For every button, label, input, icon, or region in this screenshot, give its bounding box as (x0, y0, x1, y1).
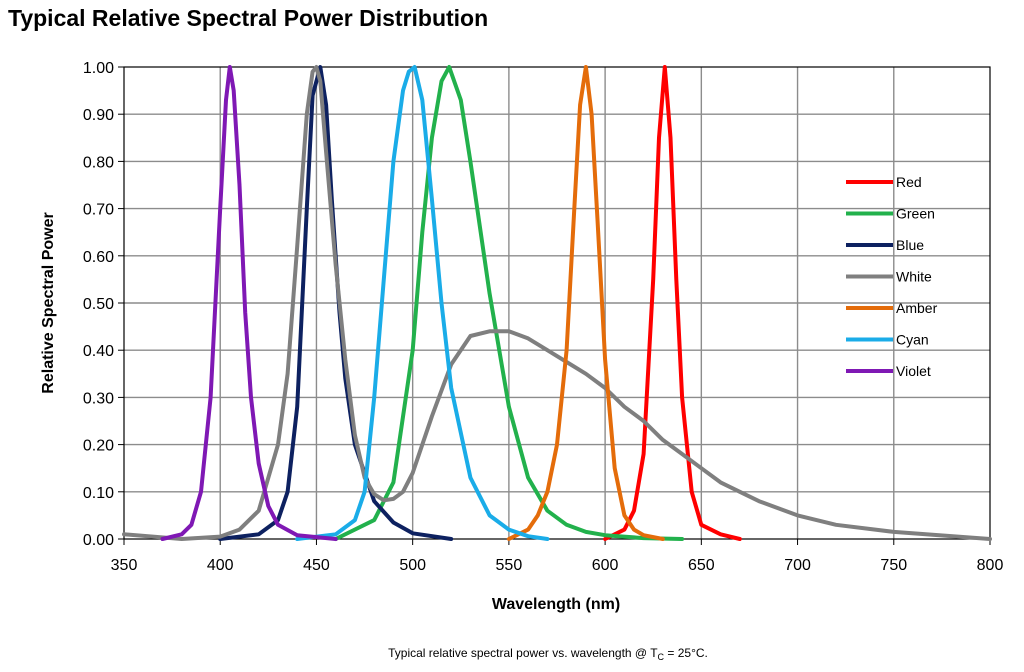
series-green-line (333, 65, 685, 541)
chart-title: Typical Relative Spectral Power Distribu… (8, 5, 488, 31)
y-tick-label: 0.80 (83, 154, 114, 171)
legend: Red Green Blue White Amber Cyan Violet (846, 174, 938, 379)
legend-label-green: Green (896, 206, 935, 222)
y-tick-label: 0.70 (83, 202, 114, 219)
y-tick-label: 0.40 (83, 343, 114, 360)
x-axis-ticks: 350 400 450 500 550 600 650 700 750 800 (111, 539, 1004, 574)
x-tick-label: 500 (399, 557, 426, 574)
y-tick-label: 1.00 (83, 60, 114, 77)
caption: Typical relative spectral power vs. wave… (388, 646, 708, 662)
legend-label-violet: Violet (896, 363, 931, 379)
series-blue-line (218, 65, 454, 541)
y-tick-label: 0.50 (83, 296, 114, 313)
caption-subscript: C (658, 652, 665, 662)
series-white-line (122, 65, 992, 541)
series-red-line (603, 65, 742, 541)
series-amber-line (506, 65, 665, 541)
y-tick-label: 0.90 (83, 107, 114, 124)
y-tick-label: 0.30 (83, 390, 114, 407)
x-tick-label: 450 (303, 557, 330, 574)
y-tick-label: 0.00 (83, 532, 114, 549)
legend-label-cyan: Cyan (896, 332, 929, 348)
x-tick-label: 800 (977, 557, 1004, 574)
y-tick-label: 0.10 (83, 485, 114, 502)
series-lines (122, 65, 992, 541)
x-tick-label: 400 (207, 557, 234, 574)
legend-label-white: White (896, 269, 932, 285)
x-axis-label: Wavelength (nm) (492, 596, 620, 613)
x-tick-label: 350 (111, 557, 138, 574)
x-tick-label: 600 (592, 557, 619, 574)
x-tick-label: 700 (784, 557, 811, 574)
legend-label-red: Red (896, 174, 922, 190)
caption-prefix: Typical relative spectral power vs. wave… (388, 646, 658, 660)
series-violet-line (160, 65, 338, 541)
y-tick-label: 0.20 (83, 438, 114, 455)
x-tick-label: 750 (880, 557, 907, 574)
y-axis-label: Relative Spectral Power (40, 212, 57, 393)
legend-label-amber: Amber (896, 300, 938, 316)
x-tick-label: 650 (688, 557, 715, 574)
y-tick-label: 0.60 (83, 249, 114, 266)
caption-suffix: = 25°C. (664, 646, 708, 660)
grid (124, 67, 990, 539)
series-cyan-line (295, 65, 550, 541)
legend-label-blue: Blue (896, 237, 924, 253)
x-tick-label: 550 (496, 557, 523, 574)
y-axis-ticks: 0.00 0.10 0.20 0.30 0.40 0.50 0.60 0.70 0.80 0.90… (83, 60, 124, 549)
